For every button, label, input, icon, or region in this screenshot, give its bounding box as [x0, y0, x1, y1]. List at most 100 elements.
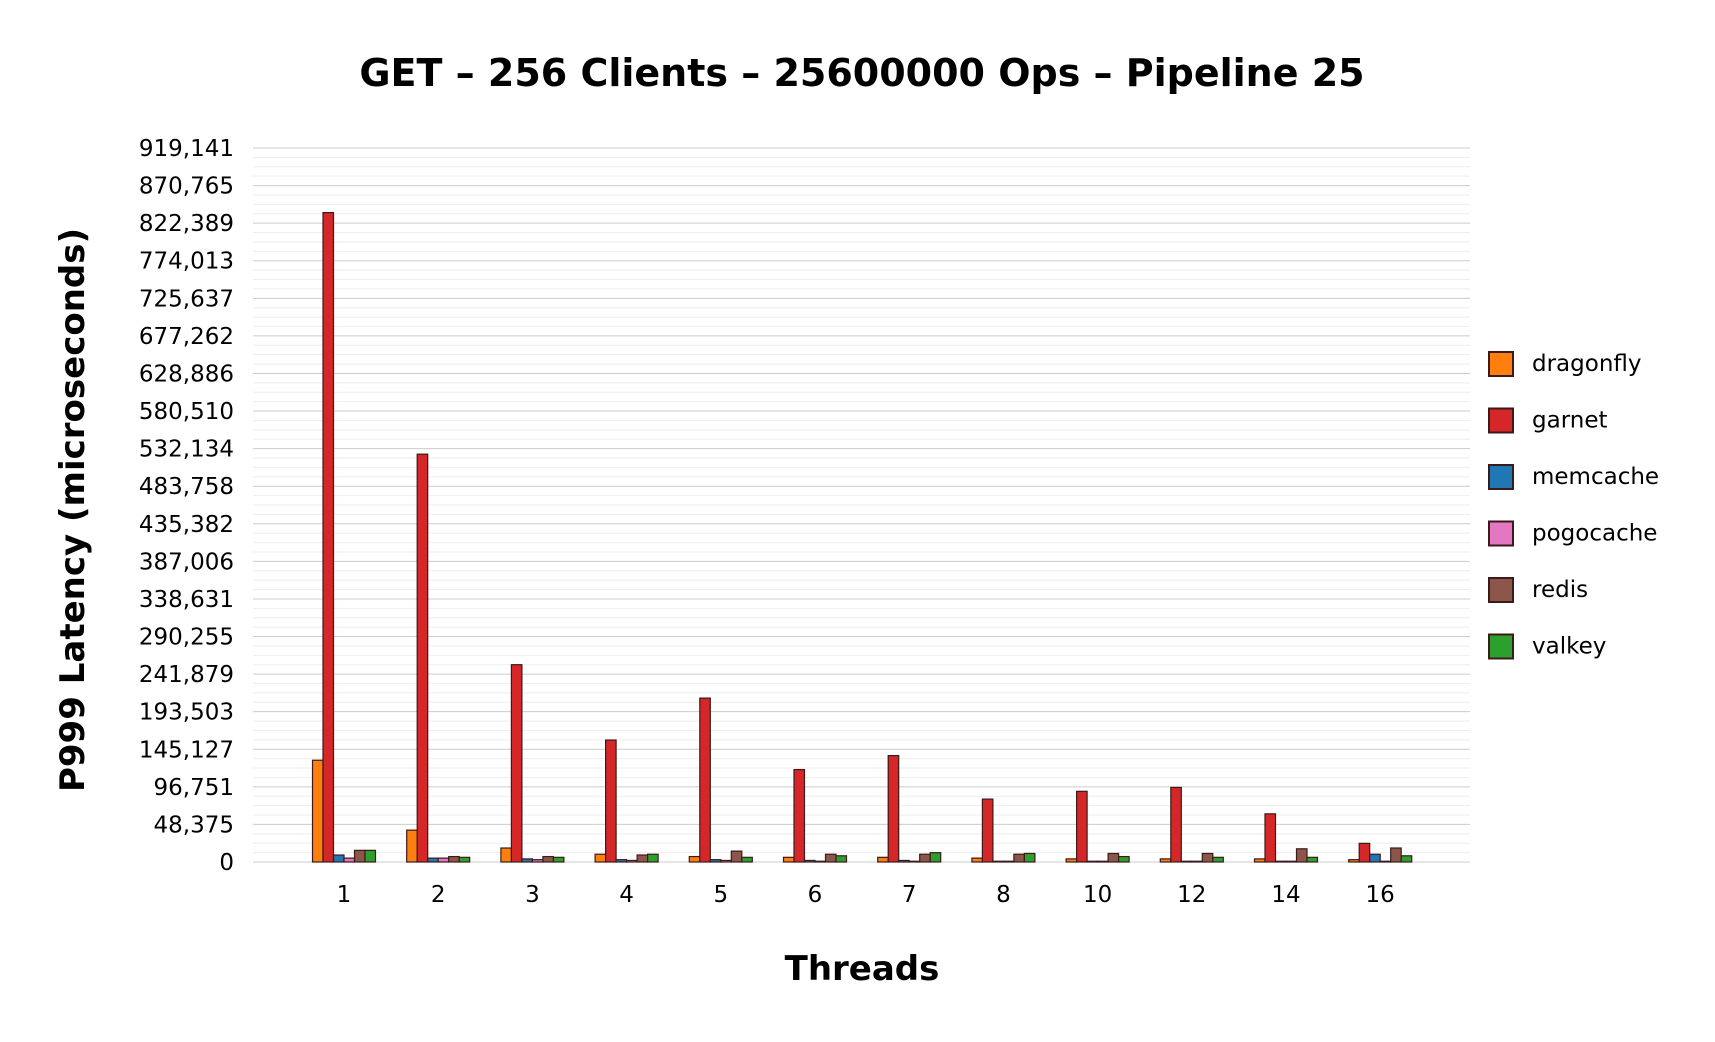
bar-valkey-7: [929, 852, 942, 863]
bar-pogocache-5: [720, 859, 732, 863]
y-tick-label: 387,006: [139, 549, 234, 575]
x-axis-title: Threads: [785, 949, 940, 989]
bar-redis-6: [824, 853, 837, 863]
x-tick-label: 3: [525, 882, 540, 908]
x-tick-label: 7: [902, 882, 917, 908]
bar-redis-16: [1390, 847, 1402, 863]
bar-garnet-6: [793, 768, 806, 863]
bar-redis-3: [542, 855, 555, 863]
x-tick-label: 8: [996, 882, 1011, 908]
legend-item-garnet: garnet: [1488, 407, 1608, 434]
bar-pogocache-3: [531, 859, 544, 863]
y-axis-title: P999 Latency (microseconds): [53, 228, 93, 792]
bar-redis-5: [730, 850, 743, 863]
bar-redis-4: [636, 854, 649, 863]
bar-redis-1: [353, 849, 366, 863]
bar-dragonfly-2: [406, 829, 418, 863]
bar-garnet-7: [887, 754, 900, 863]
y-tick-label: 677,262: [139, 324, 234, 350]
x-tick-label: 14: [1271, 882, 1300, 908]
series-memcache: [332, 853, 1381, 863]
legend-item-dragonfly: dragonfly: [1488, 351, 1642, 377]
bar-valkey-14: [1306, 856, 1319, 863]
bar-dragonfly-7: [877, 856, 889, 863]
bar-pogocache-14: [1285, 860, 1298, 863]
x-tick-label: 1: [337, 882, 352, 908]
x-tick-label: 4: [619, 882, 634, 908]
bar-redis-14: [1295, 848, 1308, 863]
bar-memcache-6: [803, 859, 816, 863]
bar-memcache-3: [521, 858, 534, 863]
bar-garnet-8: [981, 798, 994, 863]
bar-redis-10: [1107, 852, 1120, 863]
bar-dragonfly-14: [1253, 858, 1266, 863]
y-tick-label: 919,141: [139, 136, 234, 162]
y-tick-label: 48,375: [154, 812, 234, 838]
bar-pogocache-1: [343, 857, 356, 863]
bar-dragonfly-12: [1159, 858, 1172, 863]
x-tick-label: 10: [1083, 882, 1112, 908]
y-tick-label: 338,631: [139, 587, 234, 613]
bar-pogocache-6: [814, 860, 827, 863]
bar-valkey-1: [364, 849, 377, 863]
y-tick-label: 435,382: [139, 512, 234, 538]
bar-memcache-5: [709, 859, 722, 863]
bar-memcache-2: [427, 857, 439, 863]
series-garnet: [322, 211, 1371, 863]
legend-label: pogocache: [1532, 521, 1657, 547]
x-axis-ticks: 1 2 3 4 5 6 7 8 10 12 14 16: [337, 882, 1395, 908]
series-dragonfly: [311, 759, 1360, 863]
bar-dragonfly-10: [1065, 858, 1078, 863]
bar-dragonfly-6: [782, 856, 795, 863]
y-tick-label: 241,879: [139, 662, 234, 688]
x-tick-label: 2: [431, 882, 446, 908]
bar-memcache-16: [1369, 853, 1381, 863]
x-tick-label: 6: [808, 882, 823, 908]
bar-garnet-10: [1075, 790, 1088, 863]
bar-redis-8: [1013, 853, 1026, 863]
x-tick-label: 12: [1177, 882, 1206, 908]
legend-swatch: [1488, 464, 1514, 490]
bar-pogocache-4: [625, 859, 638, 863]
legend-swatch: [1488, 633, 1514, 660]
legend-label: memcache: [1532, 464, 1659, 490]
bar-valkey-6: [835, 855, 848, 863]
bar-garnet-3: [510, 664, 523, 863]
series-valkey: [364, 849, 1413, 863]
bar-memcache-1: [332, 854, 345, 863]
y-tick-label: 96,751: [154, 775, 234, 801]
bar-dragonfly-16: [1348, 859, 1360, 863]
bar-valkey-8: [1023, 852, 1036, 863]
legend-label: garnet: [1532, 408, 1608, 434]
bar-dragonfly-3: [500, 847, 512, 863]
bar-garnet-1: [322, 211, 335, 863]
bar-valkey-4: [646, 853, 659, 863]
legend-label: redis: [1532, 577, 1588, 603]
bar-pogocache-12: [1191, 860, 1203, 863]
legend-swatch: [1488, 520, 1514, 547]
y-tick-label: 483,758: [139, 474, 234, 500]
bar-dragonfly-1: [311, 759, 324, 863]
bar-garnet-12: [1170, 786, 1182, 863]
bar-memcache-4: [615, 859, 628, 863]
bar-pogocache-2: [437, 857, 450, 863]
bar-garnet-4: [604, 739, 617, 863]
bar-dragonfly-8: [971, 857, 984, 863]
bar-valkey-12: [1212, 856, 1224, 863]
bar-garnet-2: [416, 453, 429, 863]
legend-swatch: [1488, 407, 1514, 434]
x-tick-label: 16: [1366, 882, 1395, 908]
bar-garnet-16: [1358, 842, 1371, 863]
bar-garnet-5: [699, 697, 711, 863]
bar-valkey-10: [1117, 855, 1130, 863]
grid-lines: [253, 147, 1470, 863]
y-tick-label: 193,503: [139, 700, 234, 726]
bar-pogocache-16: [1379, 860, 1392, 863]
y-tick-label: 145,127: [139, 737, 234, 763]
legend-swatch: [1488, 351, 1514, 377]
y-tick-label: 822,389: [139, 211, 234, 237]
chart-title: GET – 256 Clients – 25600000 Ops – Pipel…: [359, 51, 1364, 95]
y-tick-label: 580,510: [139, 399, 234, 425]
